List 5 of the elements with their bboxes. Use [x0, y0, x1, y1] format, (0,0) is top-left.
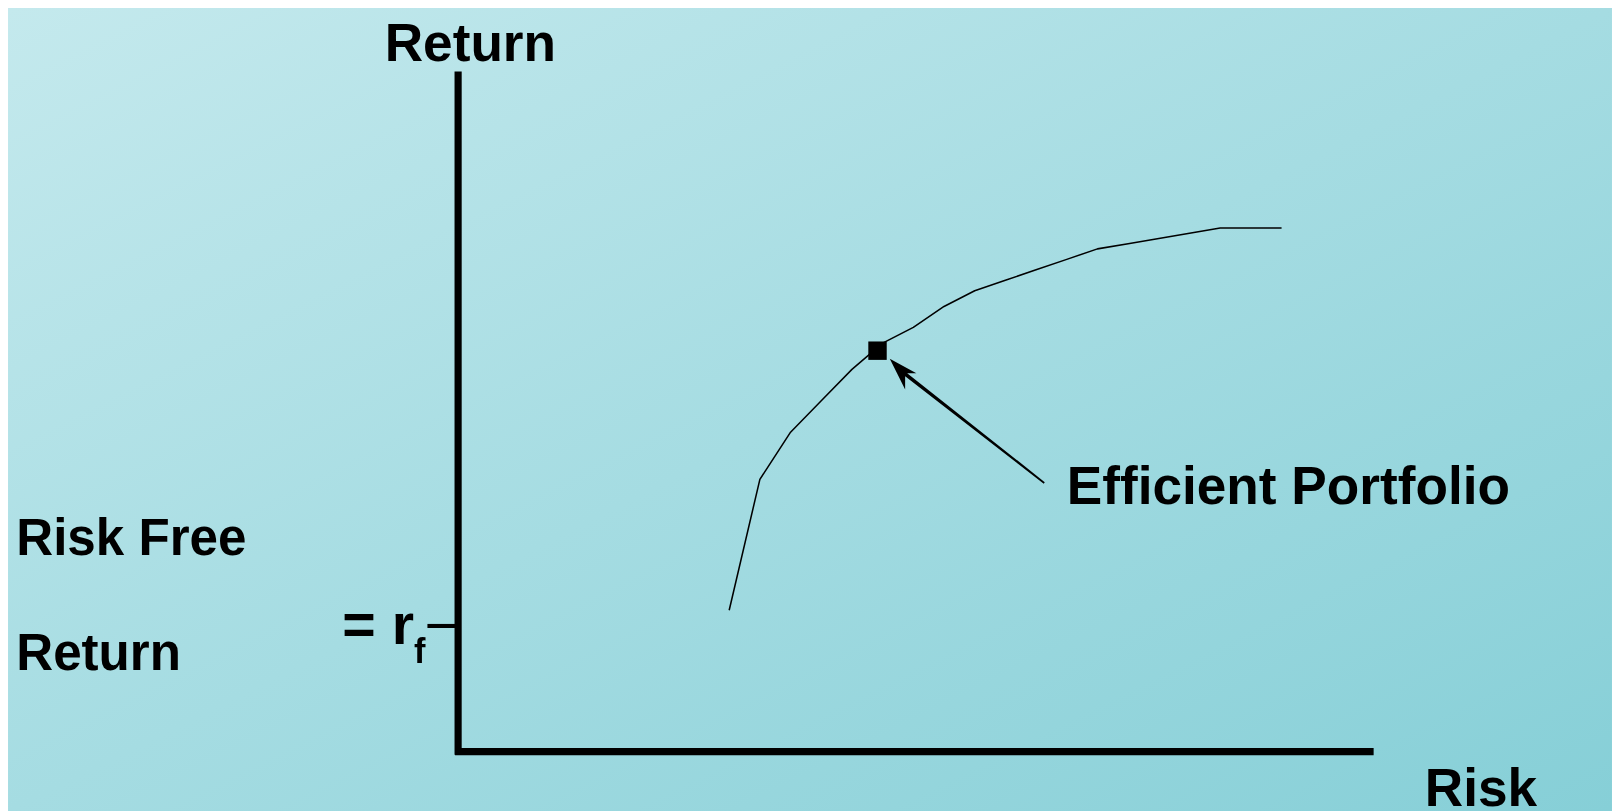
x-axis-title: Risk — [1424, 757, 1538, 811]
ref-line-label: = r$_{f}$ — [342, 592, 426, 671]
annotation: Efficient Portfolio — [1066, 456, 1510, 516]
text: Risk Free Return — [16, 508, 248, 677]
y-axis-title: Return — [384, 13, 557, 73]
